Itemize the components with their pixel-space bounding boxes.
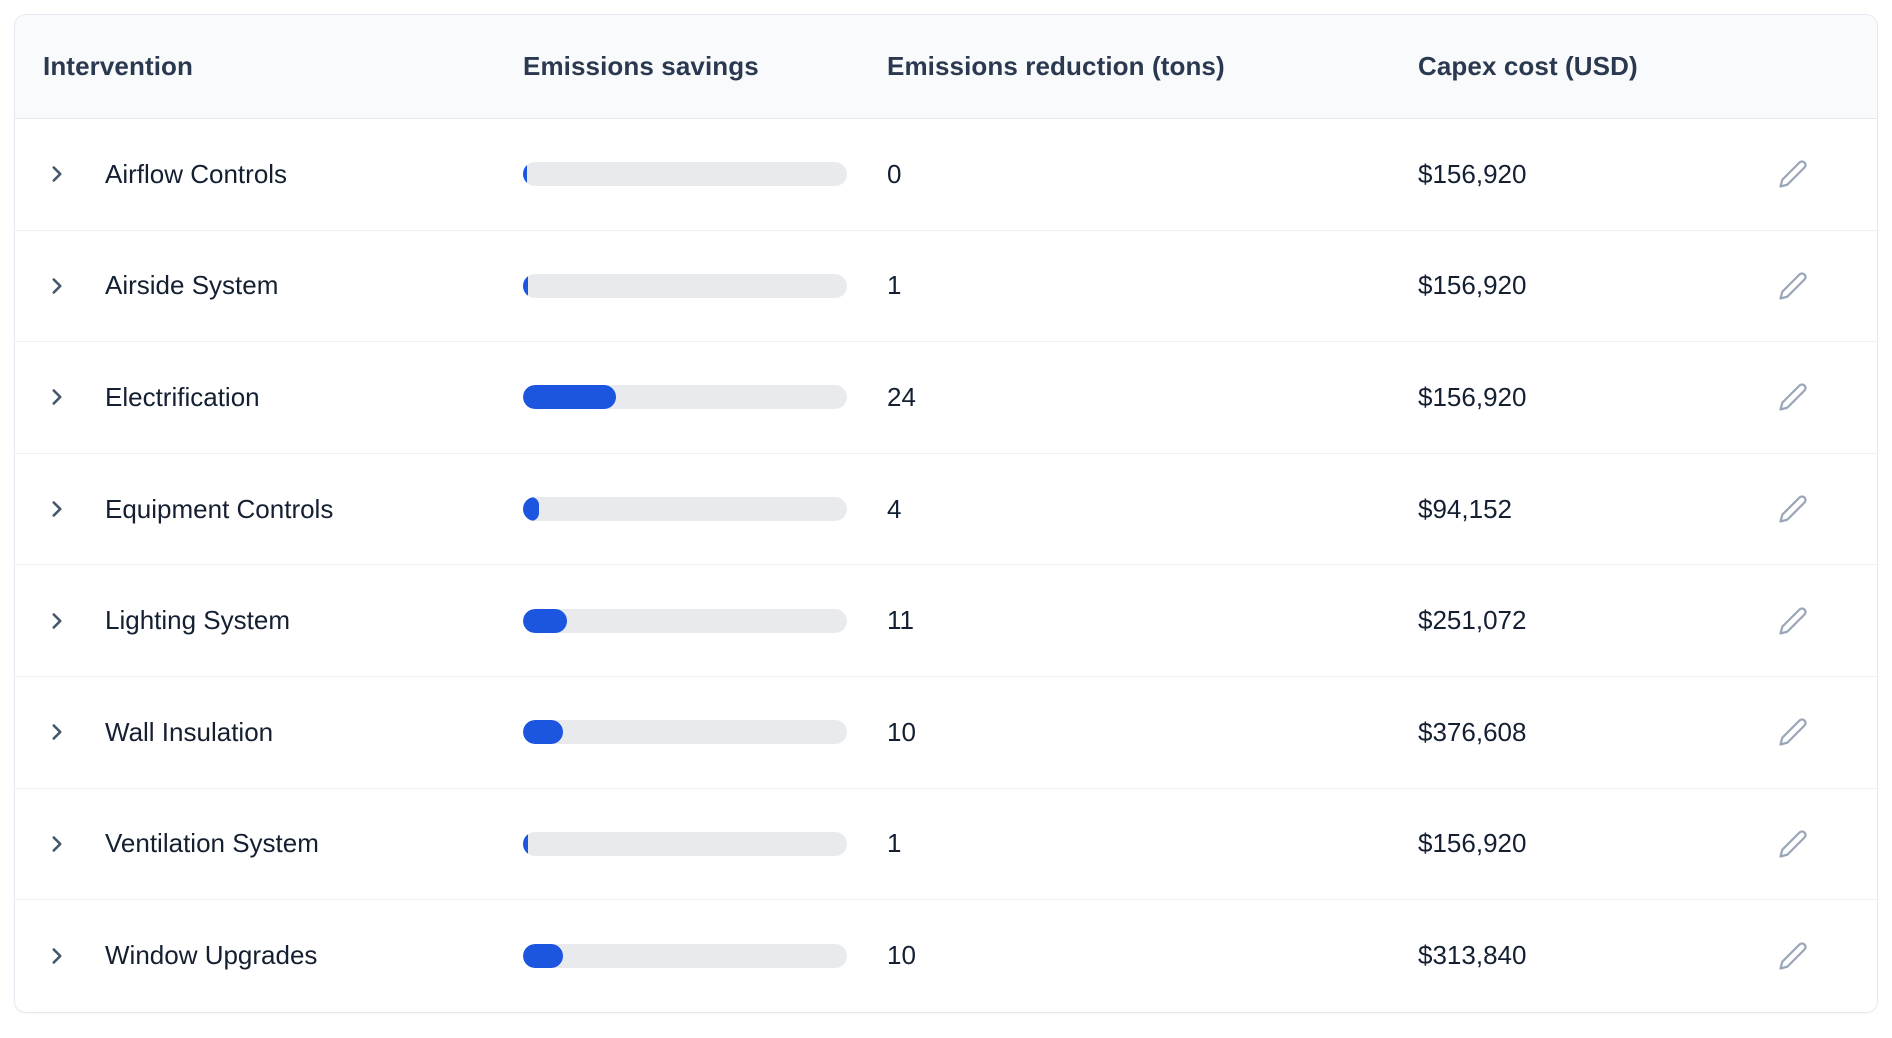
table-row[interactable]: Lighting System 11 $251,072 <box>15 565 1877 677</box>
intervention-name: Lighting System <box>105 605 290 636</box>
capex-cost-value: $251,072 <box>1418 605 1527 636</box>
intervention-name: Window Upgrades <box>105 940 318 971</box>
emissions-savings-bar <box>523 162 847 187</box>
capex-cost-value: $156,920 <box>1418 158 1527 189</box>
pencil-icon[interactable] <box>1775 938 1811 974</box>
emissions-reduction-value: 1 <box>887 270 902 301</box>
chevron-right-icon[interactable] <box>43 830 71 858</box>
pencil-icon[interactable] <box>1775 156 1811 192</box>
actions-cell <box>1745 826 1841 862</box>
emissions-savings-cell <box>523 608 887 633</box>
intervention-cell: Ventilation System <box>43 828 523 859</box>
actions-cell <box>1745 603 1841 639</box>
emissions-savings-bar-fill <box>523 385 616 410</box>
emissions-reduction-value: 0 <box>887 158 902 189</box>
emissions-savings-bar <box>523 385 847 410</box>
emissions-savings-cell <box>523 162 887 187</box>
interventions-table-card: Intervention Emissions savings Emissions… <box>14 14 1878 1013</box>
actions-cell <box>1745 714 1841 750</box>
emissions-savings-bar-fill <box>523 831 528 856</box>
intervention-cell: Airside System <box>43 270 523 301</box>
emissions-savings-cell <box>523 497 887 522</box>
emissions-reduction-value: 10 <box>887 716 916 747</box>
chevron-right-icon[interactable] <box>43 495 71 523</box>
pencil-icon[interactable] <box>1775 826 1811 862</box>
intervention-cell: Lighting System <box>43 605 523 636</box>
table-body: Airflow Controls 0 $156,920 Airside Syst <box>15 119 1877 1012</box>
intervention-name: Equipment Controls <box>105 493 334 524</box>
pencil-icon[interactable] <box>1775 268 1811 304</box>
intervention-cell: Airflow Controls <box>43 159 523 190</box>
chevron-right-icon[interactable] <box>43 160 71 188</box>
column-header-emissions-reduction: Emissions reduction (tons) <box>887 51 1225 81</box>
emissions-reduction-value: 10 <box>887 940 916 971</box>
actions-cell <box>1745 268 1841 304</box>
table-row[interactable]: Electrification 24 $156,920 <box>15 342 1877 454</box>
chevron-right-icon[interactable] <box>43 942 71 970</box>
table-row[interactable]: Ventilation System 1 $156,920 <box>15 788 1877 901</box>
pencil-icon[interactable] <box>1775 714 1811 750</box>
column-header-intervention: Intervention <box>43 51 193 81</box>
capex-cost-value: $313,840 <box>1418 940 1527 971</box>
actions-cell <box>1745 379 1841 415</box>
capex-cost-value: $376,608 <box>1418 716 1527 747</box>
intervention-name: Airflow Controls <box>105 158 288 189</box>
emissions-savings-bar <box>523 497 847 522</box>
emissions-savings-bar <box>523 720 847 745</box>
emissions-reduction-value: 11 <box>887 605 914 636</box>
emissions-savings-cell <box>523 385 887 410</box>
emissions-savings-cell <box>523 943 887 968</box>
actions-cell <box>1745 156 1841 192</box>
intervention-name: Wall Insulation <box>105 716 274 747</box>
chevron-right-icon[interactable] <box>43 272 71 300</box>
emissions-savings-bar <box>523 273 847 298</box>
table-row[interactable]: Equipment Controls 4 $94,152 <box>15 453 1877 566</box>
table-row[interactable]: Airside System 1 $156,920 <box>15 230 1877 343</box>
emissions-savings-cell <box>523 831 887 856</box>
emissions-savings-bar-fill <box>523 943 563 968</box>
table-row[interactable]: Window Upgrades 10 $313,840 <box>15 900 1877 1012</box>
pencil-icon[interactable] <box>1775 491 1811 527</box>
emissions-reduction-value: 4 <box>887 493 902 524</box>
emissions-reduction-value: 1 <box>887 828 902 859</box>
emissions-savings-bar-fill <box>523 162 527 187</box>
chevron-right-icon[interactable] <box>43 607 71 635</box>
table-row[interactable]: Wall Insulation 10 $376,608 <box>15 676 1877 789</box>
emissions-savings-bar-fill <box>523 497 540 522</box>
emissions-savings-bar <box>523 831 847 856</box>
pencil-icon[interactable] <box>1775 603 1811 639</box>
column-header-capex-cost: Capex cost (USD) <box>1418 51 1638 81</box>
actions-cell <box>1745 938 1841 974</box>
intervention-cell: Electrification <box>43 382 523 413</box>
emissions-savings-bar-fill <box>523 608 567 633</box>
intervention-cell: Wall Insulation <box>43 717 523 748</box>
table-row[interactable]: Airflow Controls 0 $156,920 <box>15 119 1877 231</box>
intervention-cell: Window Upgrades <box>43 940 523 971</box>
emissions-savings-bar-fill <box>523 720 563 745</box>
actions-cell <box>1745 491 1841 527</box>
capex-cost-value: $156,920 <box>1418 828 1527 859</box>
emissions-reduction-value: 24 <box>887 381 916 412</box>
emissions-savings-cell <box>523 273 887 298</box>
emissions-savings-bar-fill <box>523 273 528 298</box>
chevron-right-icon[interactable] <box>43 383 71 411</box>
emissions-savings-cell <box>523 720 887 745</box>
chevron-right-icon[interactable] <box>43 718 71 746</box>
capex-cost-value: $156,920 <box>1418 381 1527 412</box>
intervention-name: Electrification <box>105 381 260 412</box>
emissions-savings-bar <box>523 943 847 968</box>
table-header-row: Intervention Emissions savings Emissions… <box>15 15 1877 119</box>
capex-cost-value: $94,152 <box>1418 493 1512 524</box>
pencil-icon[interactable] <box>1775 379 1811 415</box>
column-header-emissions-savings: Emissions savings <box>523 51 759 81</box>
intervention-name: Airside System <box>105 270 279 301</box>
intervention-name: Ventilation System <box>105 828 319 859</box>
intervention-cell: Equipment Controls <box>43 494 523 525</box>
emissions-savings-bar <box>523 608 847 633</box>
capex-cost-value: $156,920 <box>1418 270 1527 301</box>
